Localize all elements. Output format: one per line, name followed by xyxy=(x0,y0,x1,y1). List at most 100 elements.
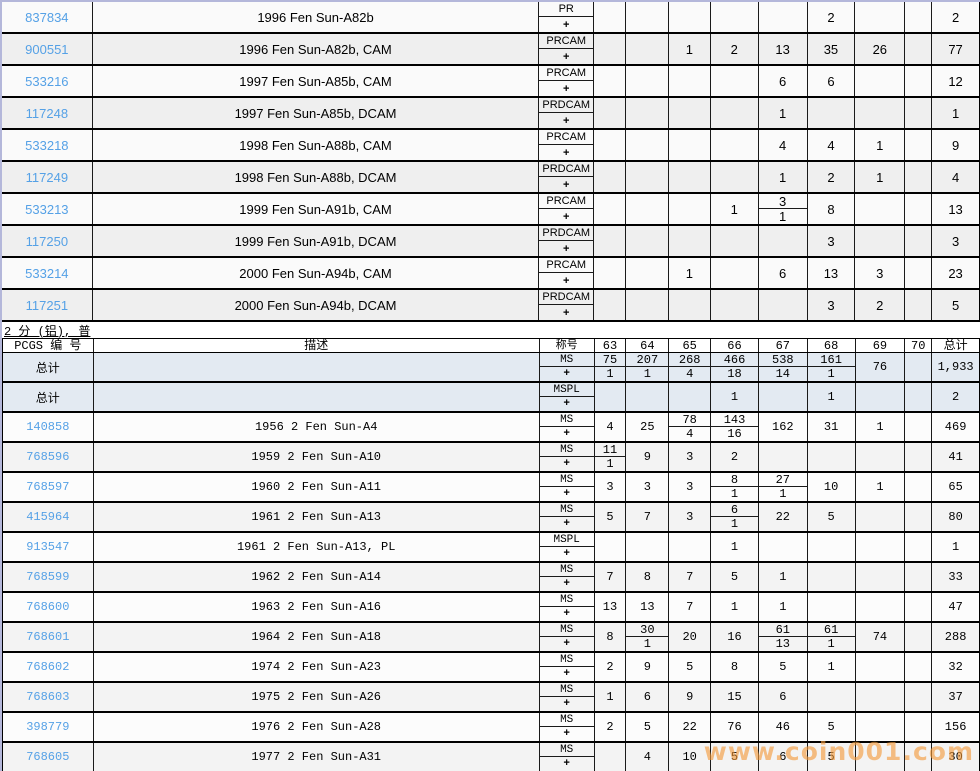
designation-label: PRDCAM xyxy=(539,98,594,113)
grade-count: 6 xyxy=(779,690,787,704)
coin-description: 1960 2 Fen Sun-A11 xyxy=(92,473,539,501)
grade-count: 3 xyxy=(686,510,694,524)
grade-64-count-cell: 3 xyxy=(625,473,668,501)
grade-68-count-cell: 5 xyxy=(806,743,855,771)
grade-68-count-cell: 13 xyxy=(806,258,855,288)
grade-67-count-cell xyxy=(757,383,807,411)
grade-65-count-cell xyxy=(667,2,710,32)
pcgs-cell: 768601 xyxy=(3,623,93,651)
grade-count: 10 xyxy=(823,480,839,494)
pcgs-number-link[interactable]: 533216 xyxy=(25,73,69,89)
pcgs-cell: 533216 xyxy=(2,66,92,96)
grade-67-count-cell: 5 xyxy=(757,653,807,681)
total-count: 47 xyxy=(948,600,963,614)
pcgs-number-link[interactable]: 768603 xyxy=(26,690,70,704)
coin-description: 2000 Fen Sun-A94b, DCAM xyxy=(91,290,539,320)
designation-cell: MS + xyxy=(538,413,594,441)
grade-count: 1 xyxy=(876,137,884,153)
grade-68-count-cell xyxy=(806,98,855,128)
pcgs-number-link[interactable]: 913547 xyxy=(26,540,70,554)
pcgs-number-link[interactable]: 398779 xyxy=(26,720,70,734)
grade-count: 1 xyxy=(876,169,884,185)
grade-plus-count: 13 xyxy=(775,637,790,651)
coin-description xyxy=(92,353,539,381)
grade-count: 2 xyxy=(606,720,614,734)
grade-plus-count: 1 xyxy=(827,367,835,381)
grade-65-count-cell: 9 xyxy=(668,683,710,711)
grade-67-count-cell: 538 14 xyxy=(757,353,807,381)
pcgs-number-link[interactable]: 768601 xyxy=(26,630,70,644)
designation-cell: MS + xyxy=(538,653,594,681)
pcgs-number-link[interactable]: 533214 xyxy=(25,265,69,281)
total-count-cell: 5 xyxy=(931,290,979,320)
grade-69-count-cell: 76 xyxy=(854,353,905,381)
grade-63-count-cell xyxy=(593,2,625,32)
grade-plus-count: 1 xyxy=(606,457,614,471)
pcgs-number-link[interactable]: 140858 xyxy=(26,420,70,434)
pcgs-number-link[interactable]: 533213 xyxy=(25,201,69,217)
grade-69-count-cell: 74 xyxy=(854,623,905,651)
table-row: 768605 1977 2 Fen Sun-A31 MS +4 10 5 6 5 30 xyxy=(3,743,979,771)
grade-count: 1 xyxy=(827,660,835,674)
pcgs-cell: 837834 xyxy=(2,2,92,32)
designation-cell: MSPL + xyxy=(538,383,594,411)
pcgs-number-link[interactable]: 533218 xyxy=(25,137,69,153)
table-row: 533216 1997 Fen Sun-A85b, CAM PRCAM +6 6 12 xyxy=(2,66,979,98)
grade-66-count-cell: 15 xyxy=(710,683,758,711)
pcgs-number-link[interactable]: 768599 xyxy=(26,570,70,584)
grade-63-count-cell: 2 xyxy=(593,653,626,681)
plus-row-label: + xyxy=(563,82,570,95)
pcgs-number-link[interactable]: 768600 xyxy=(26,600,70,614)
pcgs-number-link[interactable]: 117250 xyxy=(25,233,69,249)
total-count-cell: 9 xyxy=(931,130,979,160)
pcgs-number-link[interactable]: 768596 xyxy=(26,450,70,464)
coin-description: 2000 Fen Sun-A94b, CAM xyxy=(91,258,539,288)
table-row: 768603 1975 2 Fen Sun-A26 MS +1 6 9 15 6 37 xyxy=(3,683,979,713)
pcgs-number-link[interactable]: 768602 xyxy=(26,660,70,674)
column-header-pcgs: PCGS 编 号 xyxy=(14,339,82,352)
pcgs-number-link[interactable]: 900551 xyxy=(25,41,69,57)
grade-70-count-cell xyxy=(904,653,931,681)
grade-66-count-cell: 466 18 xyxy=(710,353,758,381)
designation-label: MS xyxy=(539,353,594,367)
table-row: 117250 1999 Fen Sun-A91b, DCAM PRDCAM +3 3 xyxy=(2,226,979,258)
grade-68-count-cell xyxy=(806,443,855,471)
table-row: 117248 1997 Fen Sun-A85b, DCAM PRDCAM +1 1 xyxy=(2,98,979,130)
grade-count: 8 xyxy=(711,473,758,487)
total-count-cell: 37 xyxy=(931,683,979,711)
grade-70-count-cell xyxy=(904,443,931,471)
grade-plus-count: 16 xyxy=(727,427,742,441)
grade-count: 6 xyxy=(778,73,787,89)
coin-description xyxy=(92,383,539,411)
total-count: 3 xyxy=(951,233,960,249)
grade-count: 78 xyxy=(669,413,711,427)
designation-label: MSPL xyxy=(539,383,594,397)
grade-count: 2 xyxy=(730,41,738,57)
grade-68-count-cell: 35 xyxy=(806,34,855,64)
grade-count: 1 xyxy=(730,390,739,404)
grade-count: 2 xyxy=(606,660,614,674)
pcgs-number-link[interactable]: 117251 xyxy=(25,297,69,313)
coin-description: 1959 2 Fen Sun-A10 xyxy=(92,443,539,471)
grade-plus-count: 4 xyxy=(686,427,694,441)
pcgs-number-link[interactable]: 117249 xyxy=(25,169,69,185)
pcgs-number-link[interactable]: 117248 xyxy=(25,105,69,121)
grade-69-count-cell xyxy=(854,194,904,224)
grade-63-count-cell xyxy=(593,130,625,160)
grade-67-count-cell xyxy=(757,290,807,320)
grade-64-count-cell xyxy=(625,66,668,96)
pcgs-number-link[interactable]: 768597 xyxy=(26,480,70,494)
designation-cell: MS + xyxy=(538,443,594,471)
table-row: 总计 MSPL +1 1 2 xyxy=(3,383,979,413)
grade-68-count-cell: 61 1 xyxy=(806,623,855,651)
pcgs-number-link[interactable]: 837834 xyxy=(25,9,69,25)
pcgs-number-link[interactable]: 415964 xyxy=(26,510,70,524)
grade-count: 13 xyxy=(775,41,790,57)
grade-67-count-cell xyxy=(757,2,807,32)
grade-64-count-cell xyxy=(625,258,668,288)
grade-count: 1 xyxy=(685,265,693,281)
coin-description: 1998 Fen Sun-A88b, DCAM xyxy=(91,162,539,192)
designation-label: MS xyxy=(539,623,594,637)
designation-cell: PRCAM + xyxy=(538,194,594,224)
pcgs-number-link[interactable]: 768605 xyxy=(26,750,70,764)
